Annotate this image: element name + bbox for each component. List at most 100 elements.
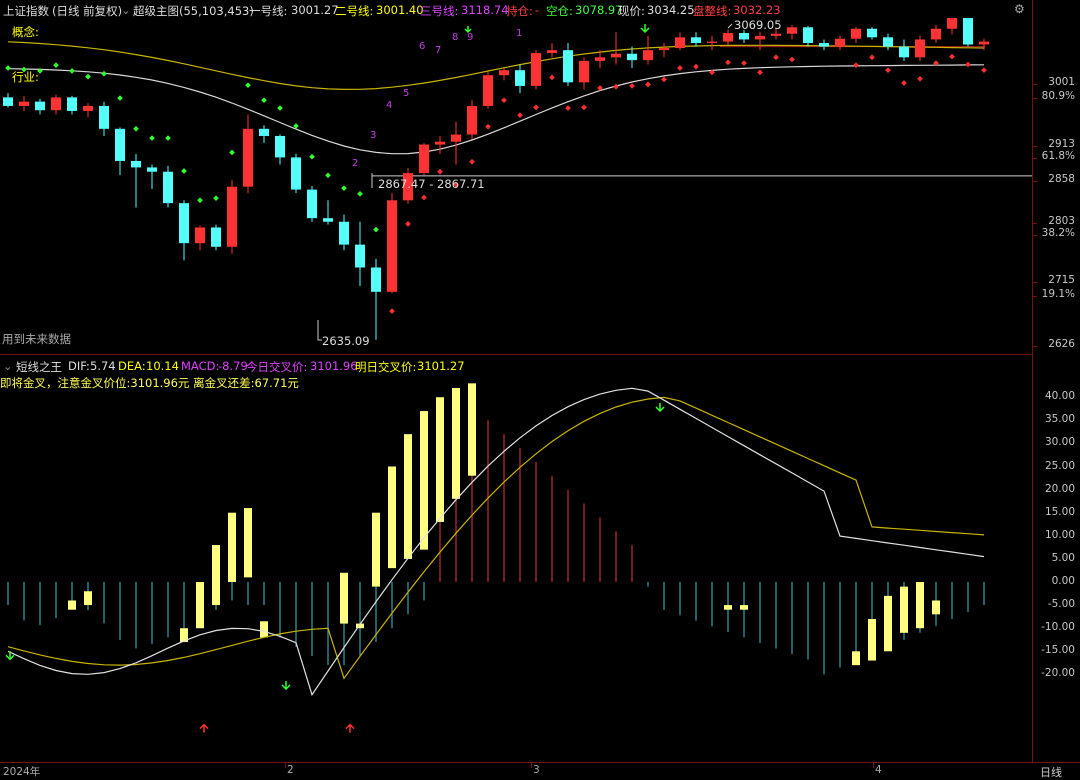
sar-dot bbox=[789, 56, 795, 63]
line1-label: 一号线: bbox=[249, 4, 288, 18]
candle-body bbox=[771, 33, 781, 36]
candle-body bbox=[19, 101, 29, 106]
industry-label: 行业: bbox=[12, 70, 39, 84]
period-button[interactable]: 日线 bbox=[1040, 766, 1062, 779]
gear-icon[interactable]: ⚙ bbox=[1014, 2, 1025, 16]
sar-dot bbox=[693, 63, 699, 70]
count-label: 7 bbox=[435, 45, 441, 56]
main-axis-tick: 2715 bbox=[1048, 274, 1075, 286]
candle-body bbox=[675, 37, 685, 49]
axis-tick-mark bbox=[1032, 158, 1037, 159]
axis-tick-mark bbox=[1032, 223, 1037, 224]
candle-body bbox=[563, 50, 573, 83]
hold-value: - bbox=[535, 3, 540, 17]
signal-bar bbox=[68, 600, 76, 610]
candle-body bbox=[179, 203, 189, 244]
candle-body bbox=[291, 157, 301, 190]
sar-dot bbox=[965, 61, 971, 68]
sub-axis-tick: -20.00 bbox=[1041, 667, 1075, 680]
x-label-year: 2024年 bbox=[3, 766, 41, 778]
sar-dot bbox=[613, 83, 619, 90]
candle-body bbox=[931, 28, 941, 40]
count-label: 1 bbox=[516, 28, 522, 39]
candle-body bbox=[243, 128, 253, 187]
candle-body bbox=[579, 60, 589, 83]
sar-dot bbox=[901, 80, 907, 86]
axis-tick-mark bbox=[1032, 296, 1037, 297]
chevron-down-icon[interactable]: ⌄ bbox=[121, 3, 131, 17]
candle-body bbox=[131, 160, 141, 168]
candle-body bbox=[147, 167, 157, 172]
main-axis-tick: 61.8% bbox=[1041, 150, 1075, 162]
index-title[interactable]: 上证指数 bbox=[3, 4, 49, 18]
candle-body bbox=[51, 97, 61, 111]
arrow-down-icon bbox=[464, 26, 472, 34]
sar-dot bbox=[661, 76, 667, 83]
dea-line bbox=[7, 396, 985, 680]
signal-bar bbox=[356, 623, 364, 629]
period-label[interactable]: (日线 前复权) bbox=[52, 4, 123, 18]
range-value: 3032.23 bbox=[733, 3, 781, 17]
panel-divider[interactable] bbox=[0, 354, 1032, 355]
candle-body bbox=[515, 70, 525, 86]
candle-body bbox=[947, 18, 957, 29]
sar-dot bbox=[357, 191, 363, 197]
sar-dot bbox=[373, 226, 379, 233]
sub-axis-tick: -10.00 bbox=[1041, 621, 1075, 634]
signal-bar bbox=[852, 651, 860, 666]
sar-dot bbox=[85, 73, 91, 80]
time-axis[interactable]: 2024年 2 3 4 bbox=[0, 762, 1080, 779]
macd-chart[interactable] bbox=[0, 356, 1032, 762]
sub-axis-tick: 35.00 bbox=[1044, 413, 1075, 426]
signal-bar bbox=[452, 387, 460, 499]
signal-bar bbox=[212, 545, 220, 606]
sar-dot bbox=[773, 54, 779, 61]
signal-bar bbox=[196, 582, 204, 629]
sar-dot bbox=[421, 194, 427, 201]
count-label: 3 bbox=[370, 130, 376, 141]
candle-body bbox=[419, 144, 429, 174]
sar-dot bbox=[565, 105, 571, 111]
candle-body bbox=[835, 38, 845, 47]
macd-value: -8.79 bbox=[218, 359, 248, 373]
candle-body bbox=[883, 37, 893, 47]
candle-body bbox=[467, 105, 477, 135]
candle-body bbox=[531, 53, 541, 86]
high-label: 3069.05 bbox=[734, 18, 782, 32]
sar-dot bbox=[341, 185, 347, 191]
price-axis[interactable] bbox=[1032, 0, 1080, 762]
sub-name[interactable]: 短线之王 bbox=[16, 360, 62, 374]
candle-body bbox=[611, 53, 621, 58]
sar-dot bbox=[181, 168, 187, 174]
candle-body bbox=[499, 70, 509, 76]
indicator-name[interactable]: 超级主图(55,103,453) bbox=[133, 4, 254, 18]
axis-tick-mark bbox=[1032, 235, 1037, 236]
candle-body bbox=[979, 41, 989, 45]
candle-body bbox=[211, 227, 221, 247]
candle-body bbox=[723, 33, 733, 42]
sar-dot bbox=[389, 308, 395, 314]
signal-bar bbox=[388, 466, 396, 569]
sub-axis-tick: 0.00 bbox=[1051, 575, 1075, 587]
candle-body bbox=[259, 128, 269, 136]
candle-body bbox=[819, 43, 829, 47]
sar-dot bbox=[453, 181, 459, 188]
sar-dot bbox=[741, 60, 747, 66]
sub-axis-tick: 25.00 bbox=[1044, 459, 1075, 472]
signal-bar bbox=[180, 628, 188, 643]
chevron-down-icon[interactable]: ⌄ bbox=[3, 359, 13, 373]
candle-body bbox=[915, 39, 925, 58]
count-label: 8 bbox=[452, 32, 458, 43]
candle-body bbox=[963, 18, 973, 45]
dif-value: 5.74 bbox=[90, 359, 116, 373]
x-axis-separator bbox=[285, 762, 286, 768]
main-axis-tick: 19.1% bbox=[1041, 288, 1075, 300]
arrow-down-icon bbox=[281, 681, 291, 691]
sar-dot bbox=[885, 67, 891, 74]
today-cross-label: 今日交叉价: bbox=[246, 360, 308, 374]
candle-body bbox=[339, 221, 349, 245]
range-label: 盘整线: bbox=[693, 4, 732, 18]
axis-tick-mark bbox=[1032, 146, 1037, 147]
x-axis-separator bbox=[531, 762, 532, 768]
